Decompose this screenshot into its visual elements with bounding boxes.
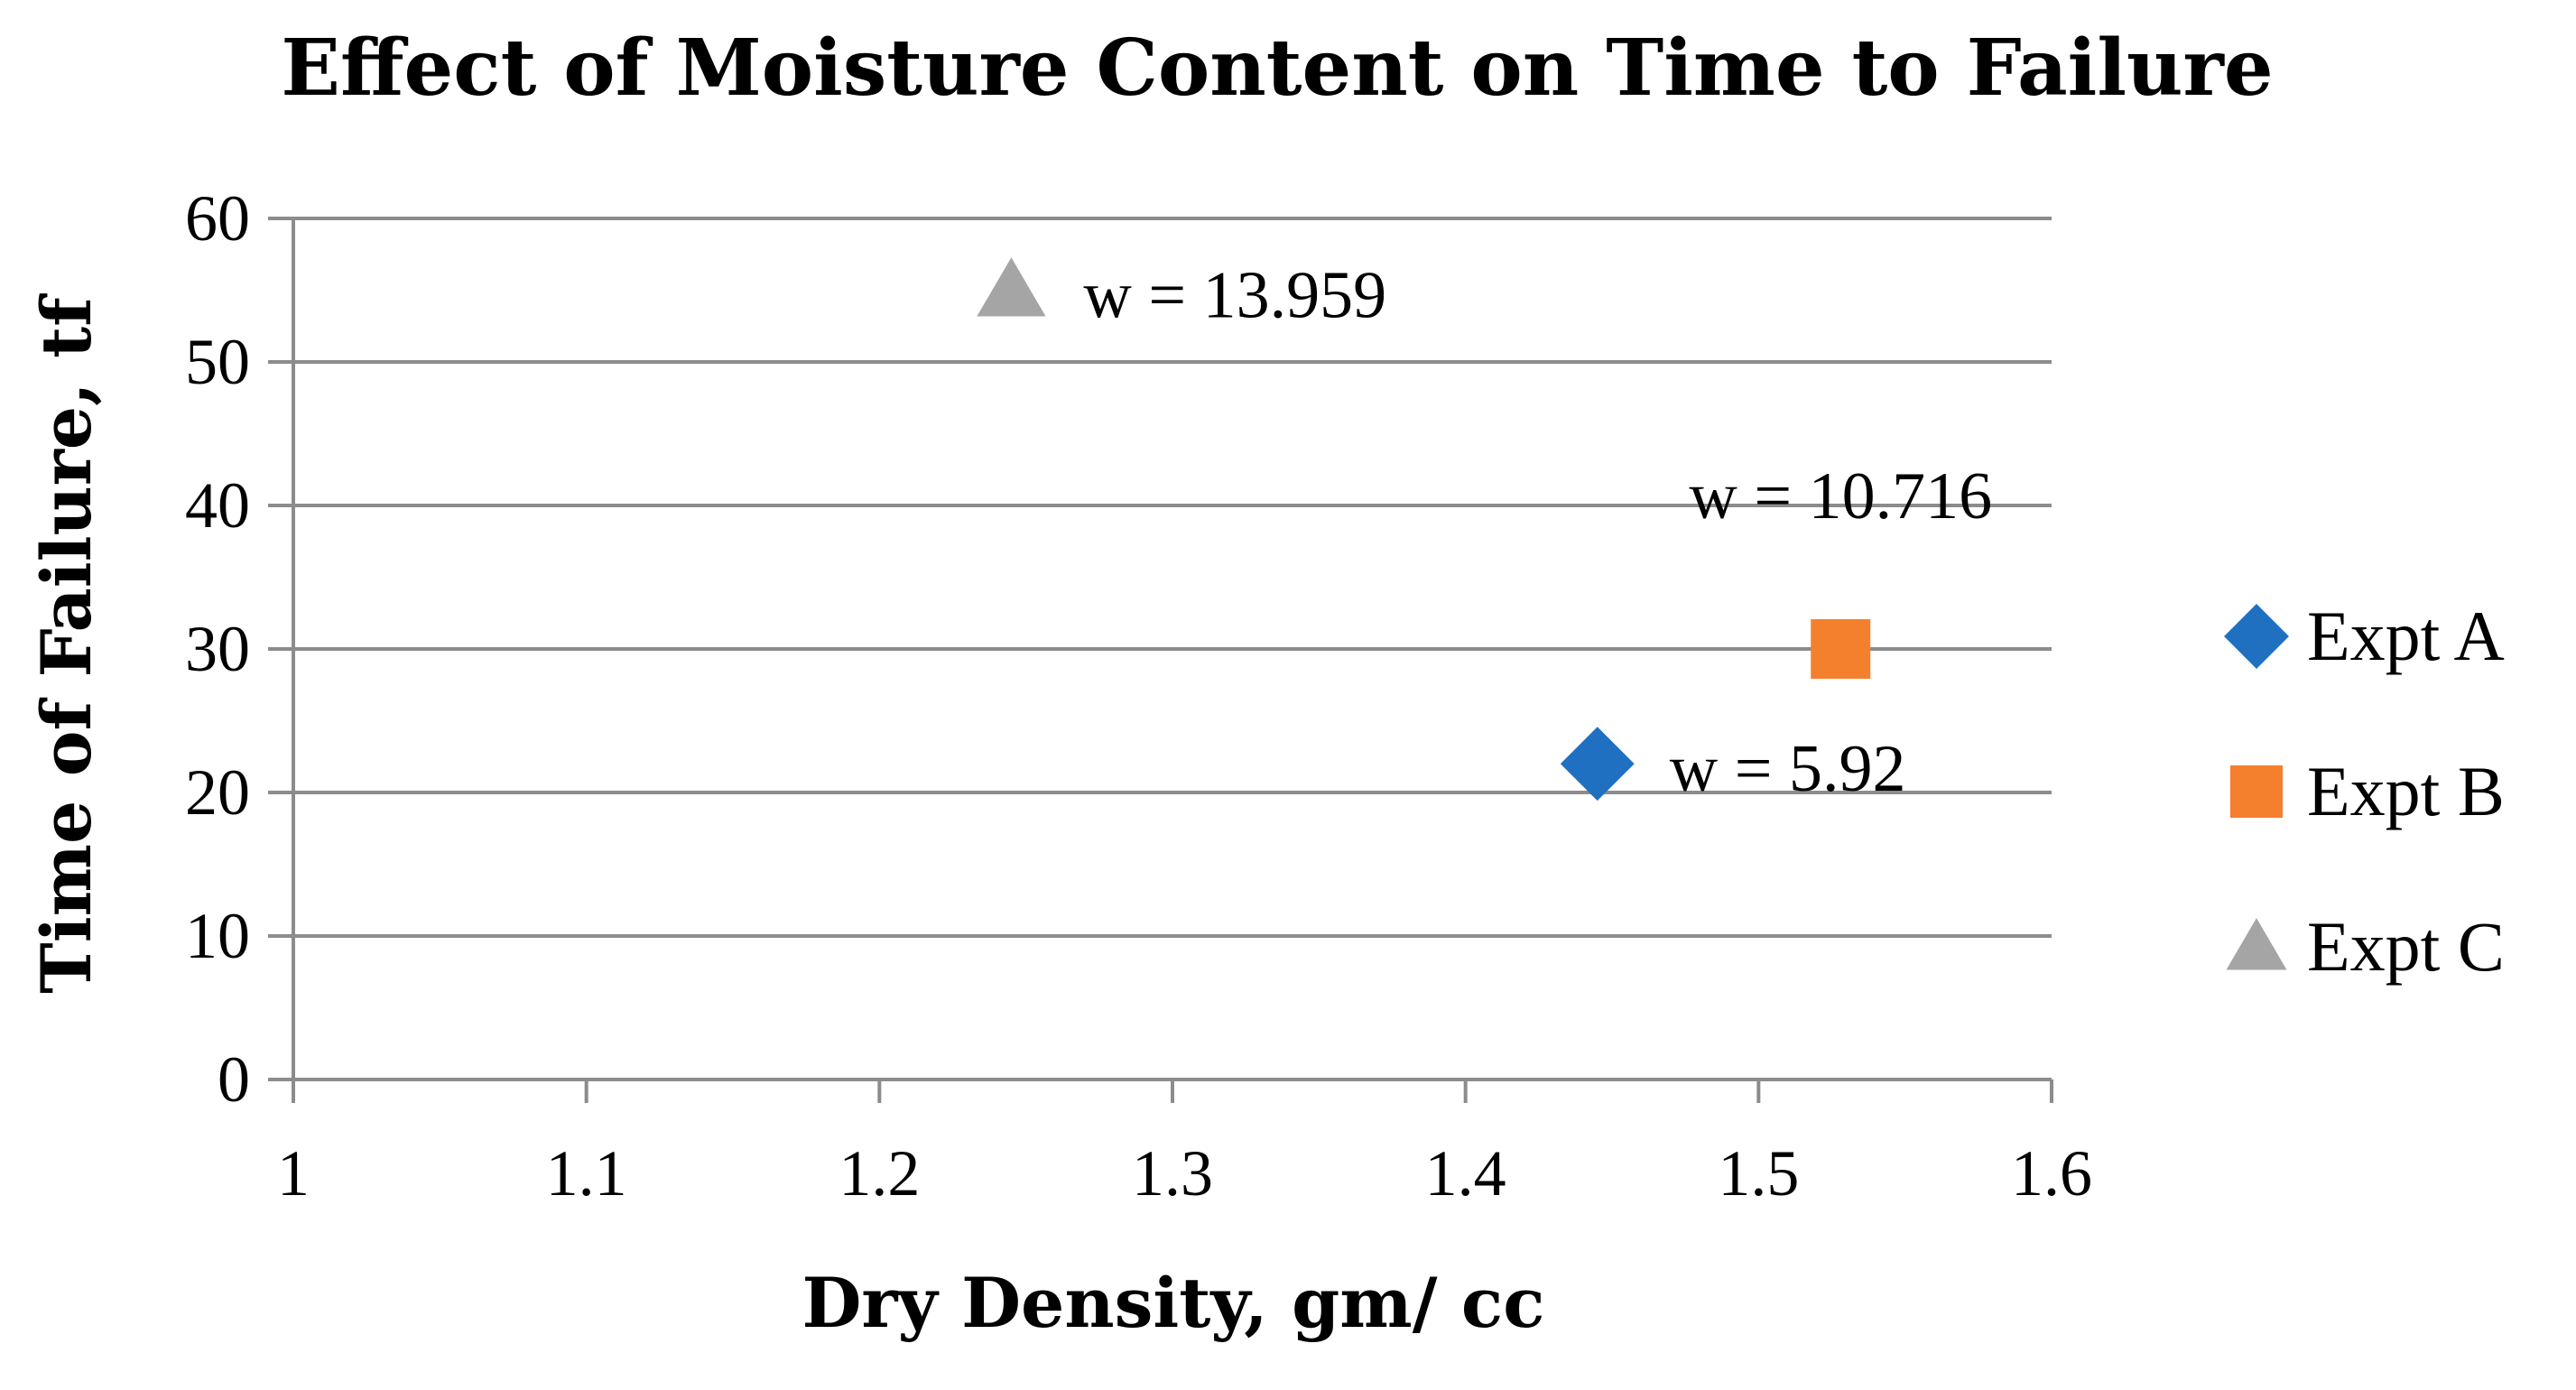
axes [268,218,2053,1103]
y-tick-label: 50 [185,326,250,398]
y-tick-label: 10 [185,900,250,972]
y-axis-title: Time of Failure, tf [26,293,107,994]
x-tick-label: 1.2 [839,1137,920,1209]
x-tick-labels: 1 1.1 1.2 1.3 1.4 1.5 1.6 [277,1137,2092,1209]
point-expt-c [977,257,1046,317]
legend-label: Expt C [2307,907,2505,986]
y-tick-label: 0 [218,1043,250,1116]
x-tick-label: 1.5 [1718,1137,1799,1209]
chart-title: Effect of Moisture Content on Time to Fa… [281,23,2273,114]
legend: Expt A Expt B Expt C [2224,597,2505,986]
legend-marker-expt-c [2226,918,2287,970]
point-expt-a [1560,727,1635,802]
data-label: w = 13.959 [1083,259,1386,333]
y-tick-label: 40 [185,469,250,542]
x-axis-title: Dry Density, gm/ cc [802,1263,1545,1343]
legend-label: Expt A [2307,597,2505,675]
point-expt-b [1811,619,1871,679]
x-tick-label: 1.4 [1425,1137,1506,1209]
data-label: w = 5.92 [1670,732,1906,806]
x-tick-label: 1.1 [546,1137,627,1209]
y-tick-label: 20 [185,756,250,829]
legend-marker-expt-b [2230,765,2283,818]
y-tick-label: 30 [185,613,250,685]
legend-marker-expt-a [2224,604,2289,669]
data-label: w = 10.716 [1689,459,1992,533]
gridlines [268,217,2052,938]
x-tick-label: 1.3 [1132,1137,1213,1209]
y-tick-labels: 0 10 20 30 40 50 60 [185,182,250,1116]
x-tick-label: 1.6 [2011,1137,2092,1209]
data-points [977,257,1871,802]
y-tick-label: 60 [185,182,250,255]
data-labels: w = 5.92 w = 10.716 w = 13.959 [1083,259,1992,807]
legend-label: Expt B [2307,752,2505,830]
x-tick-label: 1 [277,1137,310,1209]
